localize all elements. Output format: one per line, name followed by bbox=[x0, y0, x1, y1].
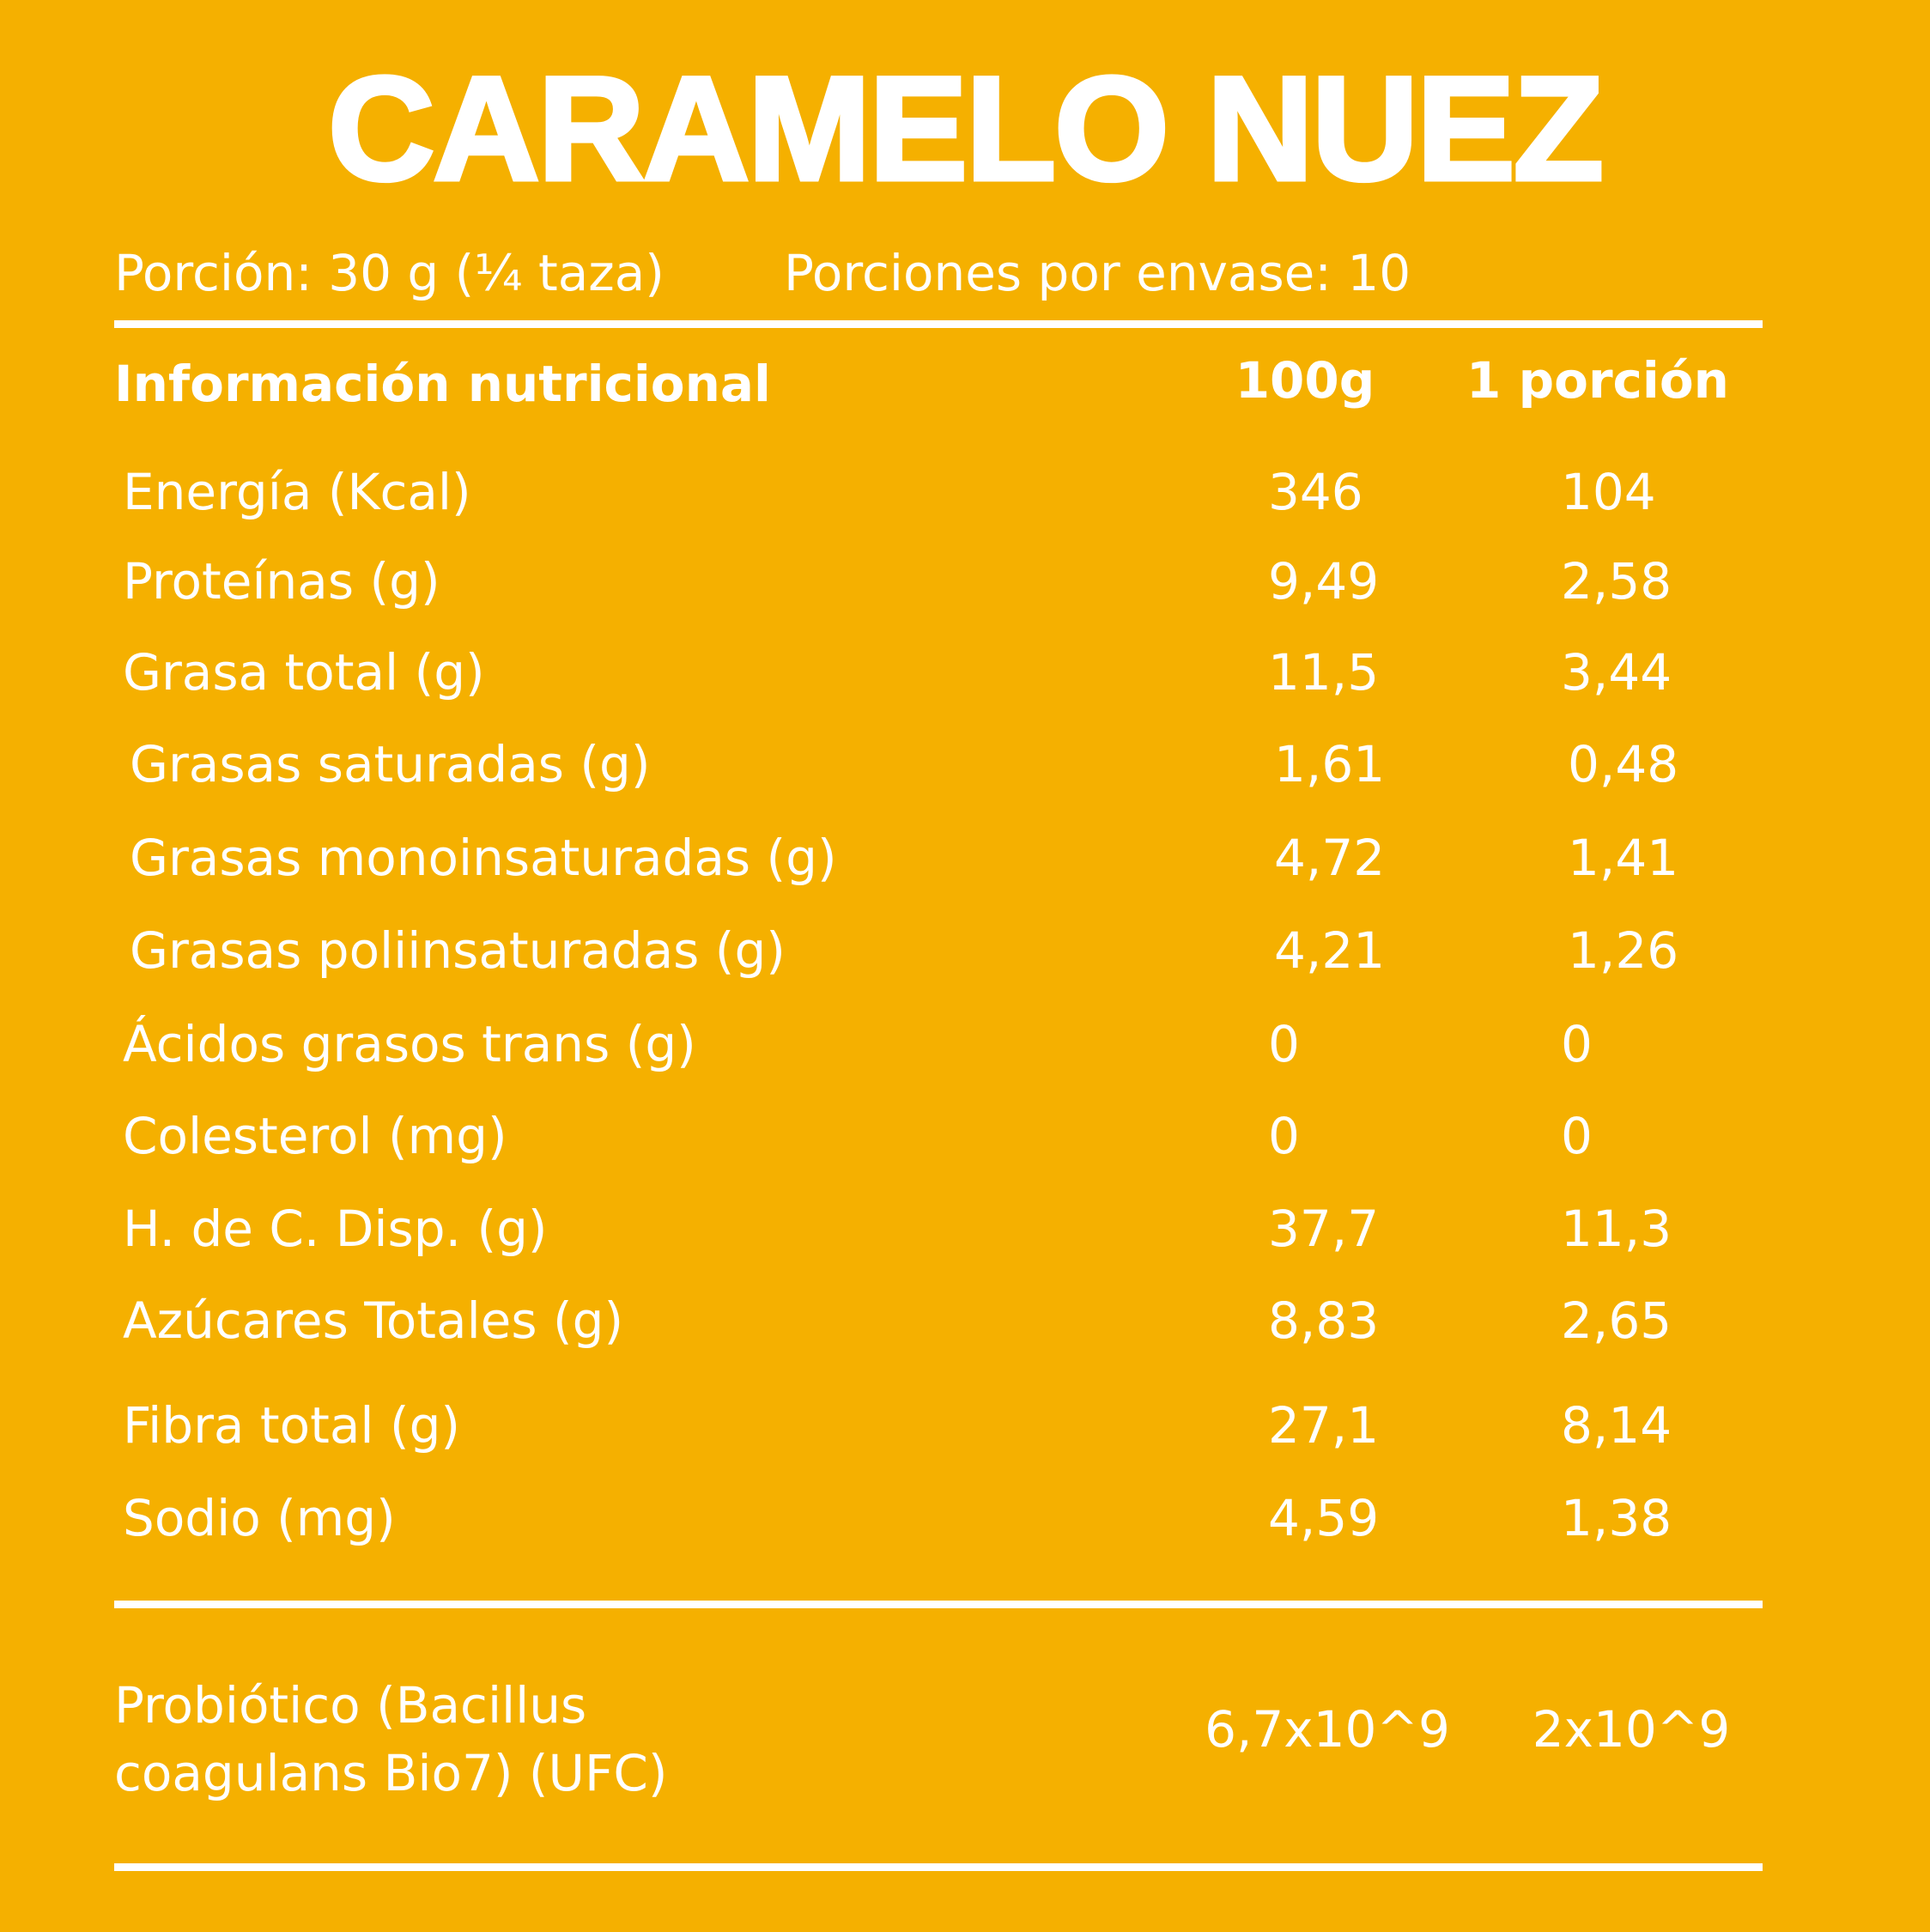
nutrient-value: 11,3 bbox=[1561, 1200, 1672, 1258]
probiotic-label: coagulans Bio7) (UFC) bbox=[114, 1744, 668, 1802]
probiotic-label: Probiótico (Bacillus bbox=[114, 1676, 587, 1735]
nutrient-label: Grasas monoinsaturadas (g) bbox=[130, 829, 837, 887]
divider bbox=[114, 320, 1763, 328]
nutrient-label: Colesterol (mg) bbox=[123, 1107, 507, 1165]
nutrient-value: 2,58 bbox=[1561, 552, 1672, 611]
nutrient-value: 8,83 bbox=[1268, 1291, 1380, 1350]
nutrient-label: Sodio (mg) bbox=[123, 1489, 396, 1547]
probiotic-value: 2x10^9 bbox=[1532, 1700, 1731, 1759]
nutrient-value: 346 bbox=[1268, 463, 1363, 521]
nutrient-label: Energía (Kcal) bbox=[123, 463, 471, 521]
column-header: Información nutricional bbox=[114, 355, 771, 413]
nutrient-value: 9,49 bbox=[1268, 552, 1380, 611]
nutrient-value: 4,59 bbox=[1268, 1489, 1380, 1547]
nutrient-value: 4,21 bbox=[1274, 921, 1386, 980]
nutrient-value: 11,5 bbox=[1268, 643, 1380, 702]
nutrient-value: 1,41 bbox=[1568, 829, 1679, 887]
nutrient-value: 0,48 bbox=[1568, 735, 1679, 793]
nutrient-value: 1,26 bbox=[1568, 921, 1679, 980]
nutrient-value: 27,1 bbox=[1268, 1396, 1380, 1455]
servings-per-container: Porciones por envase: 10 bbox=[784, 244, 1411, 302]
nutrient-value: 0 bbox=[1561, 1107, 1593, 1165]
nutrient-label: Azúcares Totales (g) bbox=[123, 1291, 624, 1350]
nutrient-value: 104 bbox=[1561, 463, 1656, 521]
nutrient-value: 0 bbox=[1268, 1015, 1300, 1073]
serving: Porción: 30 g (¼ taza) bbox=[114, 244, 665, 302]
nutrient-value: 2,65 bbox=[1561, 1291, 1672, 1350]
nutrient-value: 1,38 bbox=[1561, 1489, 1672, 1547]
nutrient-value: 0 bbox=[1268, 1107, 1300, 1165]
column-header: 100g bbox=[1235, 351, 1375, 410]
nutrient-value: 0 bbox=[1561, 1015, 1593, 1073]
divider bbox=[114, 1601, 1763, 1608]
probiotic-value: 6,7x10^9 bbox=[1205, 1700, 1450, 1759]
nutrient-value: 4,72 bbox=[1274, 829, 1386, 887]
nutrient-label: Ácidos grasos trans (g) bbox=[123, 1015, 696, 1073]
nutrient-label: Grasas saturadas (g) bbox=[130, 735, 651, 793]
title: CARAMELO NUEZ bbox=[326, 46, 1606, 211]
divider bbox=[114, 1863, 1763, 1871]
nutrient-label: H. de C. Disp. (g) bbox=[123, 1200, 548, 1258]
nutrient-label: Grasa total (g) bbox=[123, 643, 485, 702]
nutrient-label: Proteínas (g) bbox=[123, 552, 440, 611]
nutrient-value: 37,7 bbox=[1268, 1200, 1380, 1258]
column-header: 1 porción bbox=[1466, 351, 1729, 410]
nutrient-value: 8,14 bbox=[1561, 1396, 1672, 1455]
nutrient-value: 3,44 bbox=[1561, 643, 1672, 702]
nutrient-value: 1,61 bbox=[1274, 735, 1386, 793]
nutrient-label: Fibra total (g) bbox=[123, 1396, 461, 1455]
nutrient-label: Grasas poliinsaturadas (g) bbox=[130, 921, 786, 980]
